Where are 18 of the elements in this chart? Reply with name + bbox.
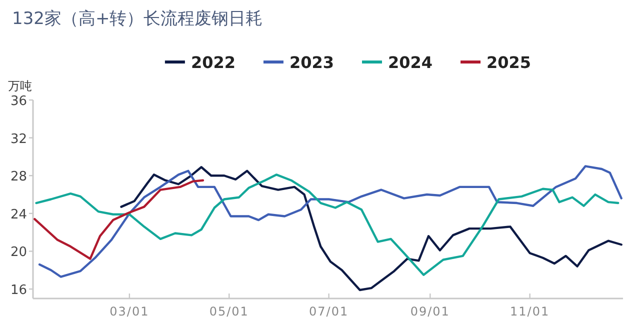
x-tick-label: 03/01 [110, 304, 150, 318]
y-tick-label: 16 [10, 283, 27, 298]
x-tick-label: 07/01 [309, 304, 349, 318]
legend-label: 2023 [289, 53, 334, 72]
line-series [34, 179, 204, 260]
y-tick-label: 36 [10, 94, 27, 109]
y-tick-label: 20 [10, 245, 27, 260]
legend-label: 2022 [190, 53, 236, 72]
chart-title: 132家（高+转）长流程废钢日耗 [12, 9, 263, 29]
y-tick-label: 28 [10, 170, 27, 185]
y-axis-title: 万吨 [8, 79, 32, 93]
y-tick-label: 24 [10, 207, 27, 222]
y-tick-label: 32 [10, 132, 27, 147]
legend-label: 2024 [388, 53, 433, 72]
x-tick-label: 11/01 [510, 304, 550, 318]
x-tick-label: 09/01 [410, 304, 450, 318]
x-tick-label: 05/01 [209, 304, 249, 318]
legend-label: 2025 [486, 53, 532, 72]
